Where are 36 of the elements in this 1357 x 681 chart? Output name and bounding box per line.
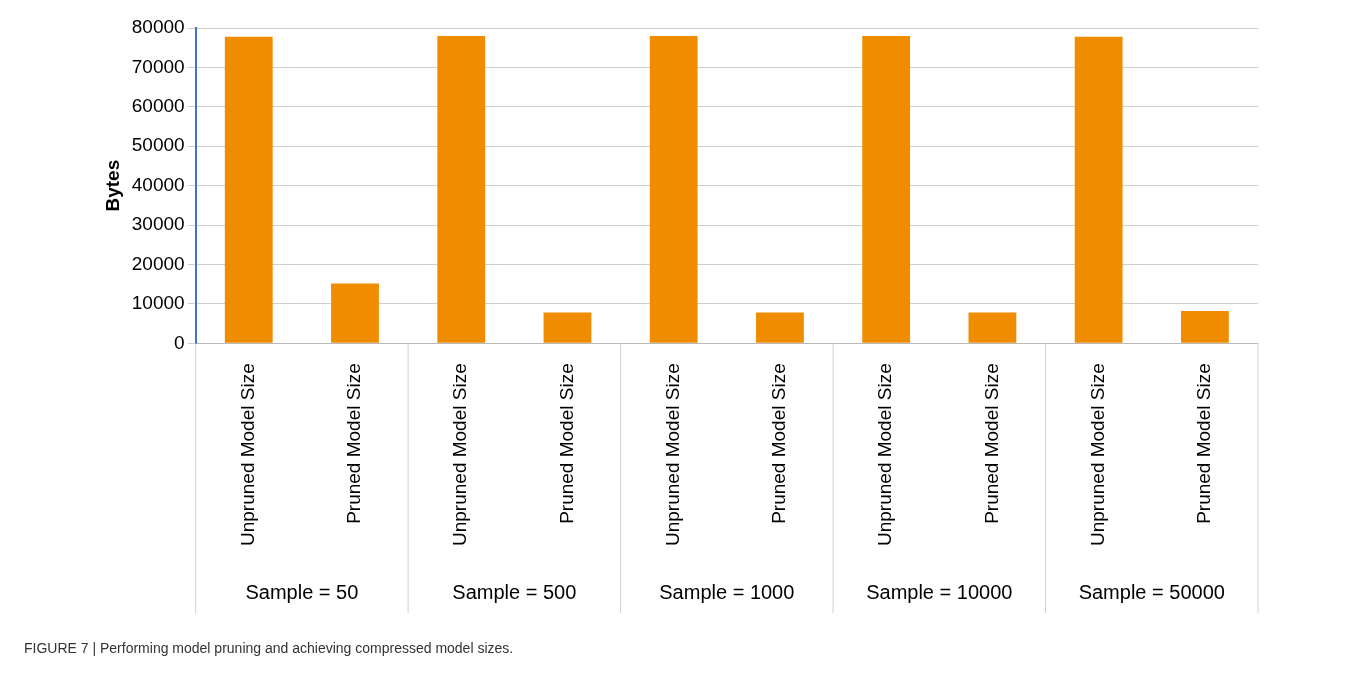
bar — [862, 35, 911, 343]
bar — [437, 35, 486, 343]
bar — [331, 283, 379, 343]
x-tick-label: Unpruned Model Size — [874, 363, 896, 546]
text: Sample = 10000 — [866, 580, 1013, 603]
y-tick-label: 0 — [174, 331, 185, 353]
bar — [543, 312, 592, 343]
y-tick-label: 40000 — [131, 173, 185, 195]
bar — [224, 36, 273, 343]
y-tick-label: 60000 — [131, 95, 185, 117]
x-tick-label: Pruned Model Size — [980, 363, 1002, 524]
y-tick-label: 10000 — [131, 292, 185, 314]
x-tick-label: Pruned Model Size — [1193, 363, 1215, 524]
x-tick-label: Pruned Model Size — [768, 363, 790, 524]
y-tick-label: 20000 — [131, 252, 185, 274]
bar — [756, 312, 804, 343]
text: Sample = 50000 — [1078, 580, 1225, 603]
bar — [649, 35, 698, 343]
y-tick-label: 50000 — [131, 134, 185, 156]
x-tick-label: Pruned Model Size — [343, 363, 365, 524]
x-tick-label: Unpruned Model Size — [1086, 363, 1108, 546]
bar — [1180, 310, 1229, 343]
y-tick-label: 30000 — [131, 213, 185, 235]
caption: FIGURE 7 | Performing model pruning and achieving compressed model sizes. — [24, 640, 514, 656]
y-tick-label: 70000 — [131, 55, 185, 77]
y-axis-title: Bytes — [101, 159, 123, 212]
bar — [968, 312, 1017, 343]
x-tick-label: Unpruned Model Size — [236, 363, 258, 546]
text: Sample = 1000 — [659, 580, 795, 603]
text: Sample = 50 — [245, 580, 359, 603]
text: Sample = 500 — [452, 580, 577, 603]
bar — [1074, 36, 1123, 343]
x-tick-label: Unpruned Model Size — [449, 363, 471, 546]
y-tick-label: 80000 — [131, 16, 185, 38]
x-tick-label: Pruned Model Size — [555, 363, 577, 524]
x-tick-label: Unpruned Model Size — [661, 363, 683, 546]
